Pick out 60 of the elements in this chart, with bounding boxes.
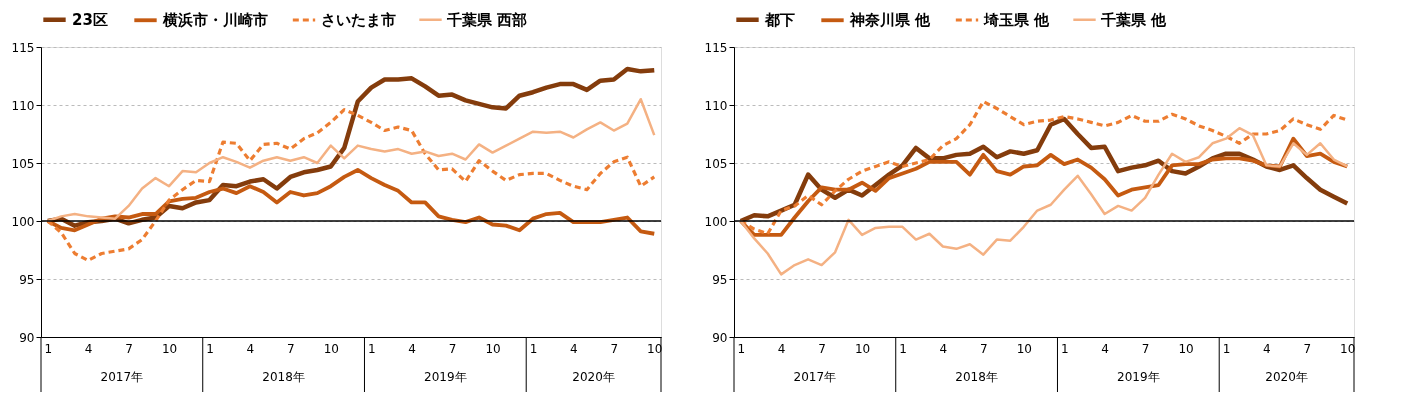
x-tick-label: 1 — [737, 341, 746, 356]
x-tick-label: 1 — [1222, 341, 1231, 356]
x-tick-label: 10 — [1178, 341, 1194, 356]
y-tick-label: 115 — [704, 40, 728, 55]
legend-label: さいたま市 — [321, 11, 396, 29]
text: 2020年 — [572, 370, 615, 384]
y-tick-label: 115 — [11, 40, 35, 55]
legend-label: 神奈川県 他 — [849, 11, 932, 30]
x-tick-label: 7 — [125, 341, 133, 356]
text: 2018年 — [955, 370, 998, 384]
x-tick-label: 1 — [529, 341, 538, 356]
x-tick-label: 7 — [1303, 341, 1312, 356]
x-tick-label: 7 — [980, 341, 988, 356]
x-tick-label: 10 — [161, 341, 178, 356]
x-tick-label: 1 — [206, 341, 214, 356]
x-tick-label: 4 — [570, 341, 578, 356]
x-tick-label: 4 — [1101, 341, 1109, 356]
y-tick-label: 95 — [19, 272, 35, 287]
y-tick-label: 110 — [11, 98, 35, 113]
x-tick-label: 10 — [1016, 341, 1032, 356]
y-tick-label: 95 — [712, 272, 728, 287]
legend-label: 千葉県 西部 — [446, 10, 528, 29]
legend-label: 埼玉県 他 — [983, 11, 1051, 29]
legend-label: 千葉県 他 — [1100, 10, 1168, 29]
x-tick-label: 7 — [610, 341, 619, 356]
text: 2018年 — [262, 370, 305, 384]
y-tick-label: 105 — [11, 156, 35, 171]
x-tick-label: 10 — [323, 341, 339, 356]
y-tick-label: 100 — [11, 214, 35, 229]
y-tick-label: 105 — [704, 156, 728, 171]
y-tick-label: 90 — [712, 330, 728, 345]
x-tick-label: 4 — [84, 341, 93, 356]
y-tick-label: 110 — [704, 98, 728, 113]
text: 2020年 — [1265, 370, 1308, 384]
x-tick-label: 4 — [1263, 341, 1271, 356]
x-tick-label: 1 — [44, 341, 53, 356]
y-tick-label: 90 — [19, 330, 35, 345]
x-tick-label: 1 — [1060, 341, 1069, 356]
x-tick-label: 10 — [647, 341, 663, 356]
legend-label: 横浜市・川崎市 — [162, 11, 268, 30]
x-tick-label: 1 — [899, 341, 907, 356]
text: 2017年 — [100, 370, 144, 384]
x-tick-label: 10 — [1340, 341, 1356, 356]
text: 2017年 — [793, 370, 837, 384]
x-tick-label: 4 — [246, 341, 255, 356]
y-tick-label: 100 — [704, 214, 728, 229]
text: 2019年 — [424, 370, 467, 384]
legend-label: 23区 — [72, 10, 108, 29]
text: 2019年 — [1117, 370, 1160, 384]
legend-label: 都下 — [764, 10, 795, 29]
x-tick-label: 10 — [854, 341, 871, 356]
x-tick-label: 7 — [287, 341, 295, 356]
x-tick-label: 4 — [408, 341, 416, 356]
x-tick-label: 1 — [367, 341, 376, 356]
x-tick-label: 4 — [939, 341, 948, 356]
x-tick-label: 7 — [448, 341, 457, 356]
x-tick-label: 10 — [485, 341, 501, 356]
x-tick-label: 7 — [1141, 341, 1150, 356]
x-tick-label: 7 — [818, 341, 826, 356]
x-tick-label: 4 — [777, 341, 786, 356]
